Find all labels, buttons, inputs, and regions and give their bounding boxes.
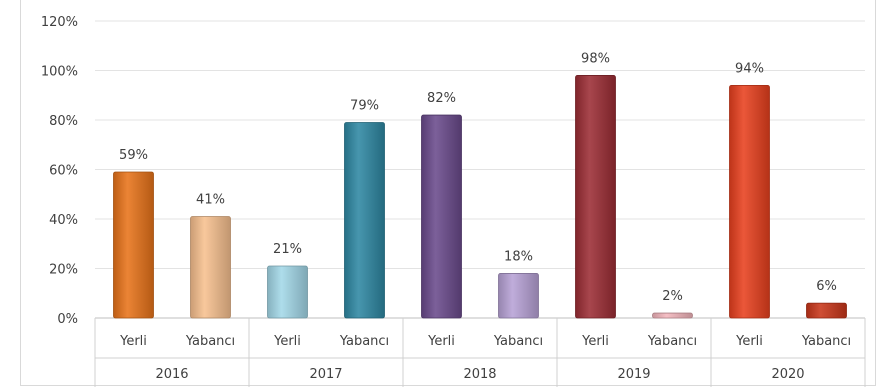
y-axis: 0% 20% 40% 60% 80% 100% 120%: [41, 15, 78, 327]
category-label: Yerli: [581, 334, 609, 349]
data-labels: 59% 41% 21% 79% 82% 18% 98% 2% 94% 6%: [119, 51, 837, 304]
data-label: 98%: [581, 51, 610, 66]
bar: [498, 273, 539, 319]
chart-frame: [20, 0, 876, 386]
bar: [575, 75, 616, 319]
data-label: 18%: [504, 249, 533, 264]
y-tick-label: 0%: [57, 312, 78, 327]
category-label: Yerli: [119, 334, 147, 349]
category-label: Yabancı: [493, 334, 543, 349]
category-label: Yabancı: [801, 334, 851, 349]
bar: [190, 216, 231, 319]
y-tick-label: 40%: [49, 213, 78, 228]
bar: [344, 122, 385, 319]
category-label: Yabancı: [339, 334, 389, 349]
bar: [729, 84, 770, 319]
bar: [421, 114, 462, 319]
category-label: Yerli: [427, 334, 455, 349]
group-label: 2017: [309, 367, 342, 382]
y-tick-label: 20%: [49, 263, 78, 278]
x-axis: Yerli Yabancı Yerli Yabancı Yerli Yabancı Yerl…: [94, 318, 866, 387]
group-label: 2019: [617, 367, 650, 382]
category-label: Yabancı: [647, 334, 697, 349]
data-label: 6%: [816, 279, 837, 294]
bar: [652, 312, 693, 319]
category-label: Yerli: [273, 334, 301, 349]
group-label: 2016: [155, 367, 188, 382]
group-label: 2018: [463, 367, 496, 382]
bars: [113, 75, 847, 319]
data-label: 94%: [735, 61, 764, 76]
data-label: 59%: [119, 148, 148, 163]
y-tick-label: 100%: [41, 65, 78, 80]
data-label: 82%: [427, 91, 456, 106]
data-label: 41%: [196, 193, 225, 208]
y-tick-label: 60%: [49, 164, 78, 179]
bar: [113, 171, 154, 319]
data-label: 21%: [273, 242, 302, 257]
group-label: 2020: [771, 367, 804, 382]
bar: [267, 265, 308, 319]
bar: [806, 302, 847, 319]
y-tick-label: 120%: [41, 15, 78, 30]
category-label: Yerli: [735, 334, 763, 349]
data-label: 2%: [662, 289, 683, 304]
y-tick-label: 80%: [49, 114, 78, 129]
data-label: 79%: [350, 98, 379, 113]
category-label: Yabancı: [185, 334, 235, 349]
